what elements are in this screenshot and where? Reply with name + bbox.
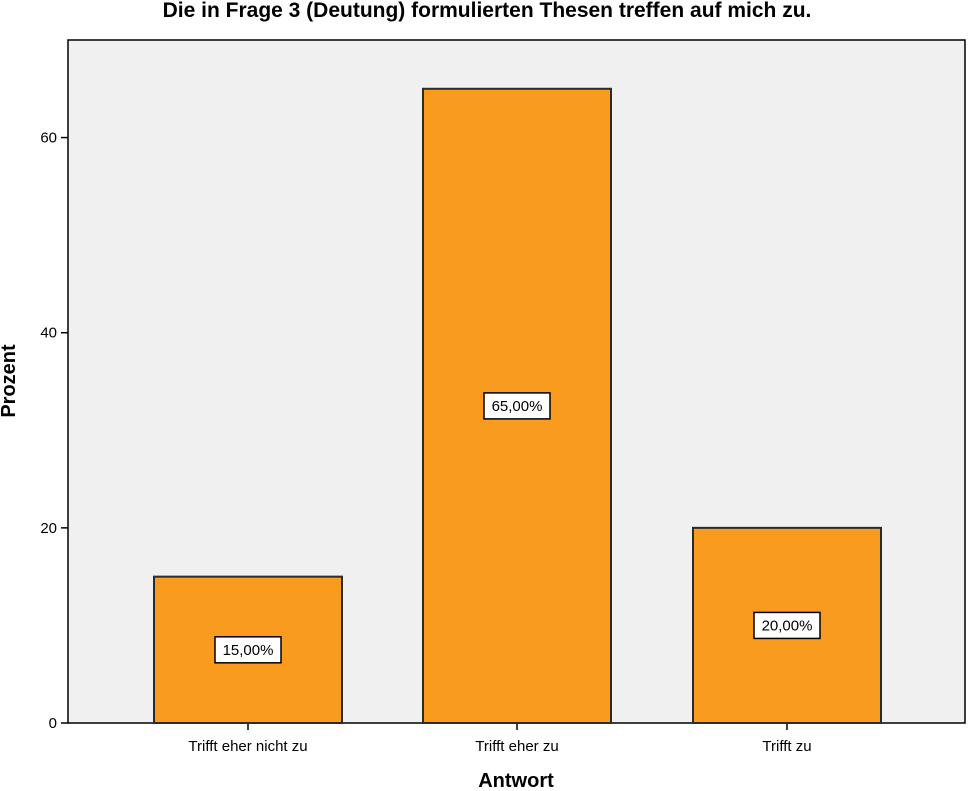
bars-group xyxy=(153,87,882,725)
x-tick-label: Trifft zu xyxy=(762,738,811,755)
y-tick-label: 60 xyxy=(40,130,57,147)
chart-title: Die in Frage 3 (Deutung) formulierten Th… xyxy=(163,0,812,22)
y-tick-label: 20 xyxy=(40,520,57,537)
data-label-box xyxy=(753,611,821,640)
x-tick-label: Trifft eher nicht zu xyxy=(188,738,307,755)
y-axis: 0 20 40 60 xyxy=(40,130,68,732)
data-label: 65,00% xyxy=(492,398,543,415)
x-tick-label: Trifft eher zu xyxy=(475,738,558,755)
y-axis-title: Prozent xyxy=(0,344,20,418)
y-tick-label: 40 xyxy=(40,325,57,342)
x-axis: Trifft eher nicht zu Trifft eher zu Trifft… xyxy=(188,723,812,755)
data-label: 20,00% xyxy=(762,617,813,634)
data-label-box xyxy=(214,636,282,664)
data-label: 15,00% xyxy=(223,642,274,659)
y-tick-label: 0 xyxy=(49,715,57,732)
data-labels-group: 15,00% 65,00% 20,00% xyxy=(214,392,821,664)
data-label-box xyxy=(483,392,551,420)
x-axis-title: Antwort xyxy=(478,770,554,791)
